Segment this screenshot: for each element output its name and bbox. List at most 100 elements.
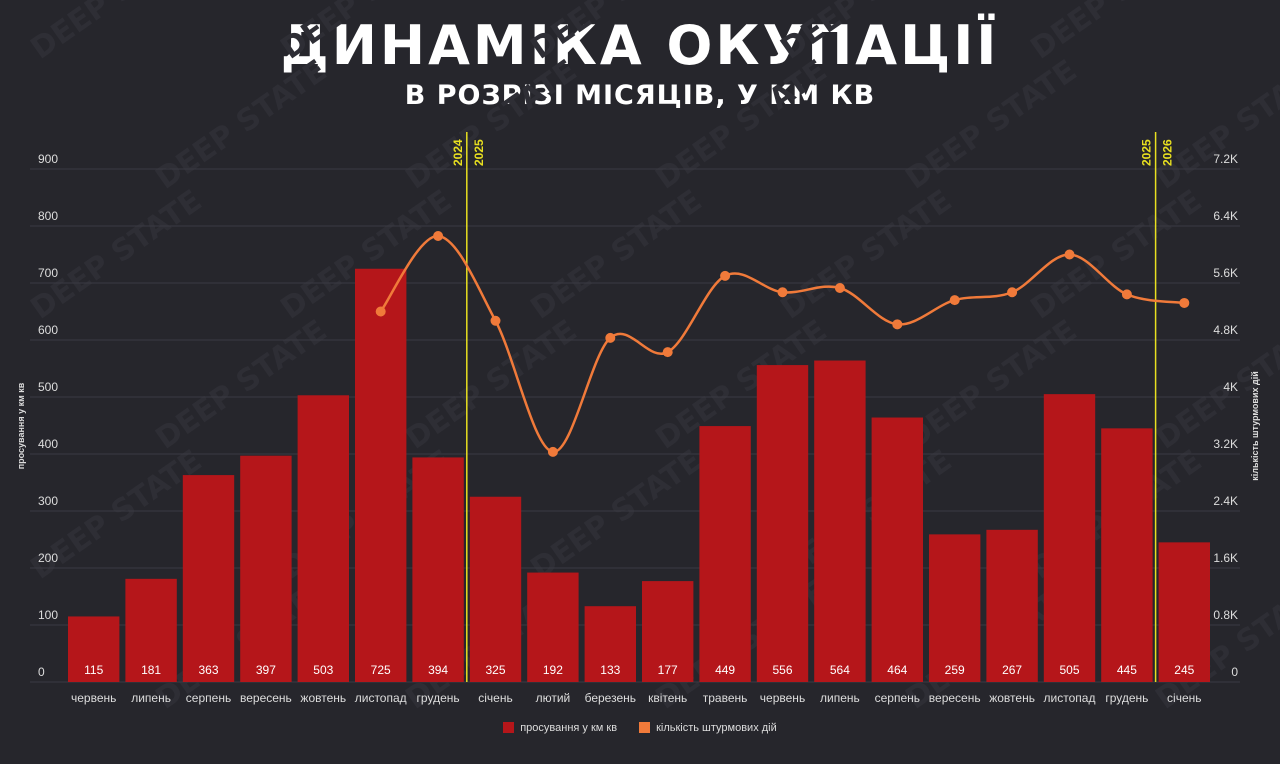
watermark: DEEP STATE bbox=[275, 0, 459, 67]
line-point bbox=[490, 315, 501, 326]
x-tick-label: липень bbox=[131, 691, 171, 705]
legend-item-line[interactable]: кількість штурмових дій bbox=[639, 722, 777, 734]
bar bbox=[871, 417, 923, 682]
bar-value-label: 267 bbox=[1002, 663, 1022, 677]
line-point bbox=[1064, 249, 1075, 260]
bar bbox=[527, 572, 579, 682]
legend-swatch-bars bbox=[503, 722, 515, 733]
year-label-left: 2025 bbox=[1140, 139, 1154, 166]
y2-tick-label: 0.8K bbox=[1213, 608, 1238, 622]
bar-value-label: 259 bbox=[945, 663, 965, 677]
chart-title: ДИНАМІКА ОКУПАЦІЇ bbox=[280, 14, 1000, 77]
bar bbox=[1101, 428, 1153, 682]
x-tick-label: серпень bbox=[186, 691, 231, 705]
bar bbox=[584, 606, 636, 682]
bar bbox=[642, 581, 694, 682]
watermark: DEEP STATE bbox=[25, 183, 209, 326]
watermark: DEEP STATE bbox=[525, 183, 709, 326]
bar-value-label: 363 bbox=[198, 663, 218, 677]
y-axis-label: просування у км кв bbox=[16, 382, 26, 469]
year-label-right: 2026 bbox=[1161, 139, 1175, 166]
legend: просування у км кв кількість штурмових д… bbox=[0, 722, 1280, 734]
x-tick-label: грудень bbox=[1105, 691, 1148, 705]
x-tick-label: листопад bbox=[1044, 691, 1096, 705]
watermark: DEEP STATE bbox=[525, 443, 709, 586]
line-point bbox=[433, 230, 444, 241]
bar bbox=[125, 578, 177, 682]
x-tick-label: лютий bbox=[536, 691, 571, 705]
bar-value-label: 449 bbox=[715, 663, 735, 677]
line-point bbox=[777, 287, 788, 298]
line-point bbox=[375, 306, 386, 317]
x-tick-label: вересень bbox=[929, 691, 981, 705]
line-point bbox=[1007, 287, 1018, 298]
bar-value-label: 394 bbox=[428, 663, 448, 677]
bar bbox=[469, 496, 522, 682]
bar-value-label: 133 bbox=[600, 663, 620, 677]
x-tick-label: червень bbox=[71, 691, 116, 705]
line-point bbox=[720, 270, 731, 281]
y-tick-label: 600 bbox=[38, 323, 58, 337]
watermark: DEEP STATE bbox=[650, 53, 834, 196]
bar bbox=[182, 475, 235, 682]
bar-value-label: 192 bbox=[543, 663, 563, 677]
y-tick-label: 800 bbox=[38, 209, 58, 223]
x-tick-label: квітень bbox=[648, 691, 687, 705]
y2-tick-label: 7.2K bbox=[1213, 152, 1238, 166]
x-tick-label: січень bbox=[1167, 691, 1201, 705]
series-line bbox=[379, 234, 1185, 454]
chart-subtitle: В РОЗРІЗІ МІСЯЦІВ, У КМ КВ bbox=[404, 80, 876, 111]
watermark: DEEP STATE bbox=[400, 53, 584, 196]
watermark: DEEP STATE bbox=[900, 53, 1084, 196]
line-point bbox=[834, 282, 845, 293]
x-tick-label: липень bbox=[820, 691, 860, 705]
legend-label-line: кількість штурмових дій bbox=[656, 722, 777, 734]
y-tick-label: 200 bbox=[38, 551, 58, 565]
y2-tick-label: 0 bbox=[1231, 665, 1238, 679]
legend-label-bars: просування у км кв bbox=[520, 722, 618, 734]
bar bbox=[355, 268, 407, 682]
y2-axis-label: кількість штурмових дій bbox=[1250, 371, 1260, 480]
y-tick-label: 100 bbox=[38, 608, 58, 622]
bar bbox=[1043, 394, 1096, 682]
y2-tick-label: 2.4K bbox=[1213, 494, 1238, 508]
year-label-left: 2024 bbox=[451, 139, 465, 166]
bar bbox=[1158, 542, 1210, 682]
bar-value-label: 325 bbox=[485, 663, 505, 677]
bar bbox=[297, 395, 349, 682]
watermark: DEEP STATE bbox=[25, 443, 209, 586]
bar-value-label: 181 bbox=[141, 663, 161, 677]
y2-tick-label: 4.8K bbox=[1213, 323, 1238, 337]
y2-tick-label: 1.6K bbox=[1213, 551, 1238, 565]
bar-value-label: 564 bbox=[830, 663, 850, 677]
watermark: DEEP STATE bbox=[1025, 0, 1209, 67]
bar-value-label: 115 bbox=[84, 663, 103, 677]
watermark: DEEP STATE bbox=[1150, 53, 1280, 196]
watermark: DEEP STATE bbox=[1275, 443, 1280, 586]
y-tick-label: 400 bbox=[38, 437, 58, 451]
y-tick-label: 300 bbox=[38, 494, 58, 508]
bar-value-label: 445 bbox=[1117, 663, 1137, 677]
legend-item-bars[interactable]: просування у км кв bbox=[503, 722, 617, 734]
y-tick-label: 900 bbox=[38, 152, 58, 166]
y-tick-label: 700 bbox=[38, 266, 58, 280]
bar bbox=[240, 455, 292, 682]
bar bbox=[814, 360, 866, 682]
y-tick-label: 500 bbox=[38, 380, 58, 394]
bar-value-label: 725 bbox=[371, 663, 391, 677]
x-tick-label: вересень bbox=[240, 691, 292, 705]
line-point bbox=[892, 319, 903, 330]
x-tick-label: грудень bbox=[417, 691, 460, 705]
watermark: DEEP STATE bbox=[400, 313, 584, 456]
watermark: DEEP STATE bbox=[775, 0, 959, 67]
watermark: DEEP STATE bbox=[150, 53, 334, 196]
bar-value-label: 503 bbox=[313, 663, 333, 677]
bar-value-label: 505 bbox=[1059, 663, 1079, 677]
x-tick-label: жовтень bbox=[989, 691, 1035, 705]
watermark: DEEP STATE bbox=[525, 0, 709, 67]
bar bbox=[986, 529, 1038, 682]
y2-tick-label: 5.6K bbox=[1213, 266, 1238, 280]
line-point bbox=[605, 332, 616, 343]
year-label-right: 2025 bbox=[472, 139, 486, 166]
